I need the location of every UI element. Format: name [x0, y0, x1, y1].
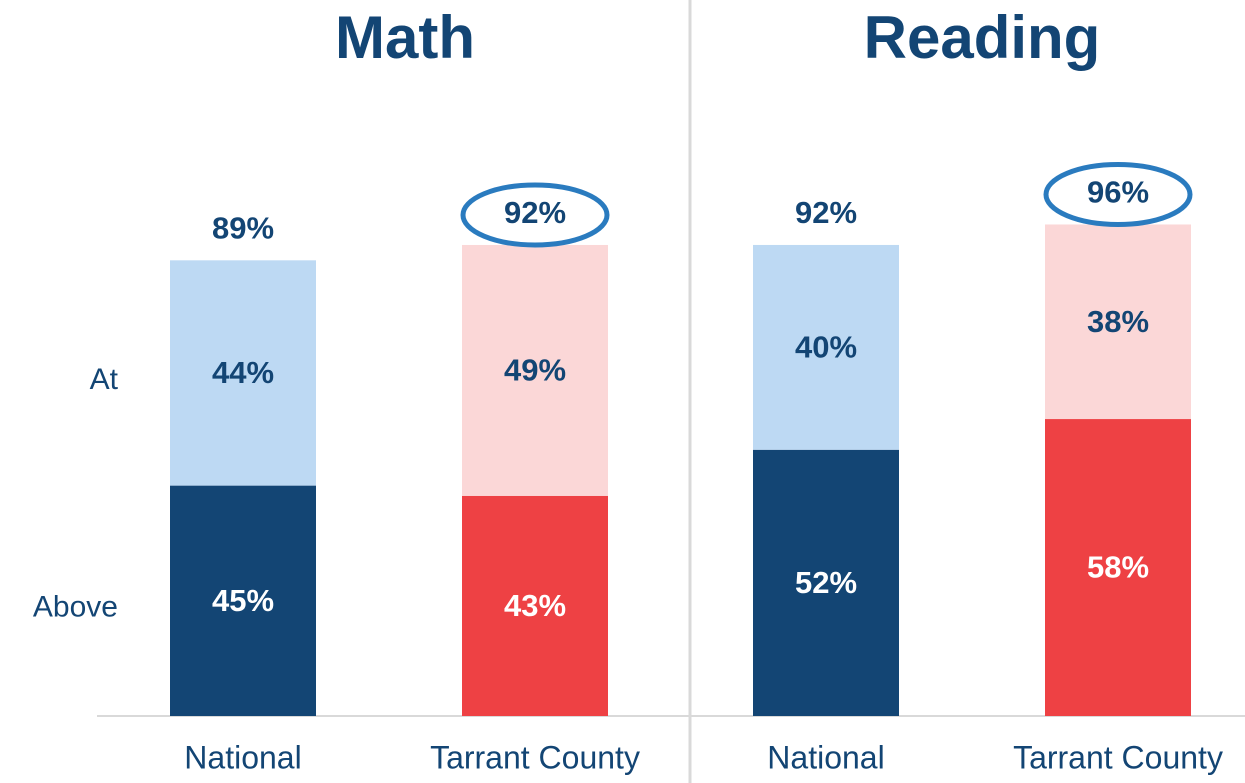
bar-segment [753, 449, 899, 716]
data-label: 45% [212, 583, 274, 618]
total-label: 92% [504, 195, 566, 230]
bar-segment [462, 495, 608, 716]
data-label: 49% [504, 353, 566, 388]
data-label: 40% [795, 330, 857, 365]
data-label: 58% [1087, 550, 1149, 585]
total-label: 89% [212, 211, 274, 246]
data-label: 52% [795, 565, 857, 600]
bar-segment [462, 244, 608, 496]
x-tick-label: National [184, 739, 301, 775]
bar-segment [170, 260, 316, 486]
chart-title: Reading [864, 4, 1101, 71]
highlight-circle [1043, 161, 1193, 227]
chart-title: Math [335, 4, 475, 71]
bar-segment [1045, 224, 1191, 420]
highlight-circle [460, 182, 610, 248]
x-tick-label: Tarrant County [430, 739, 640, 775]
x-tick-label: Tarrant County [1013, 739, 1223, 775]
data-label: 44% [212, 355, 274, 390]
x-tick-label: National [767, 739, 884, 775]
bar-segment [1045, 419, 1191, 716]
series-label: Above [33, 591, 118, 624]
total-label: 96% [1087, 175, 1149, 210]
data-label: 43% [504, 588, 566, 623]
total-label: 92% [795, 195, 857, 230]
series-label: At [90, 363, 119, 396]
data-label: 38% [1087, 304, 1149, 339]
bar-segment [170, 485, 316, 716]
bar-segment [753, 244, 899, 450]
